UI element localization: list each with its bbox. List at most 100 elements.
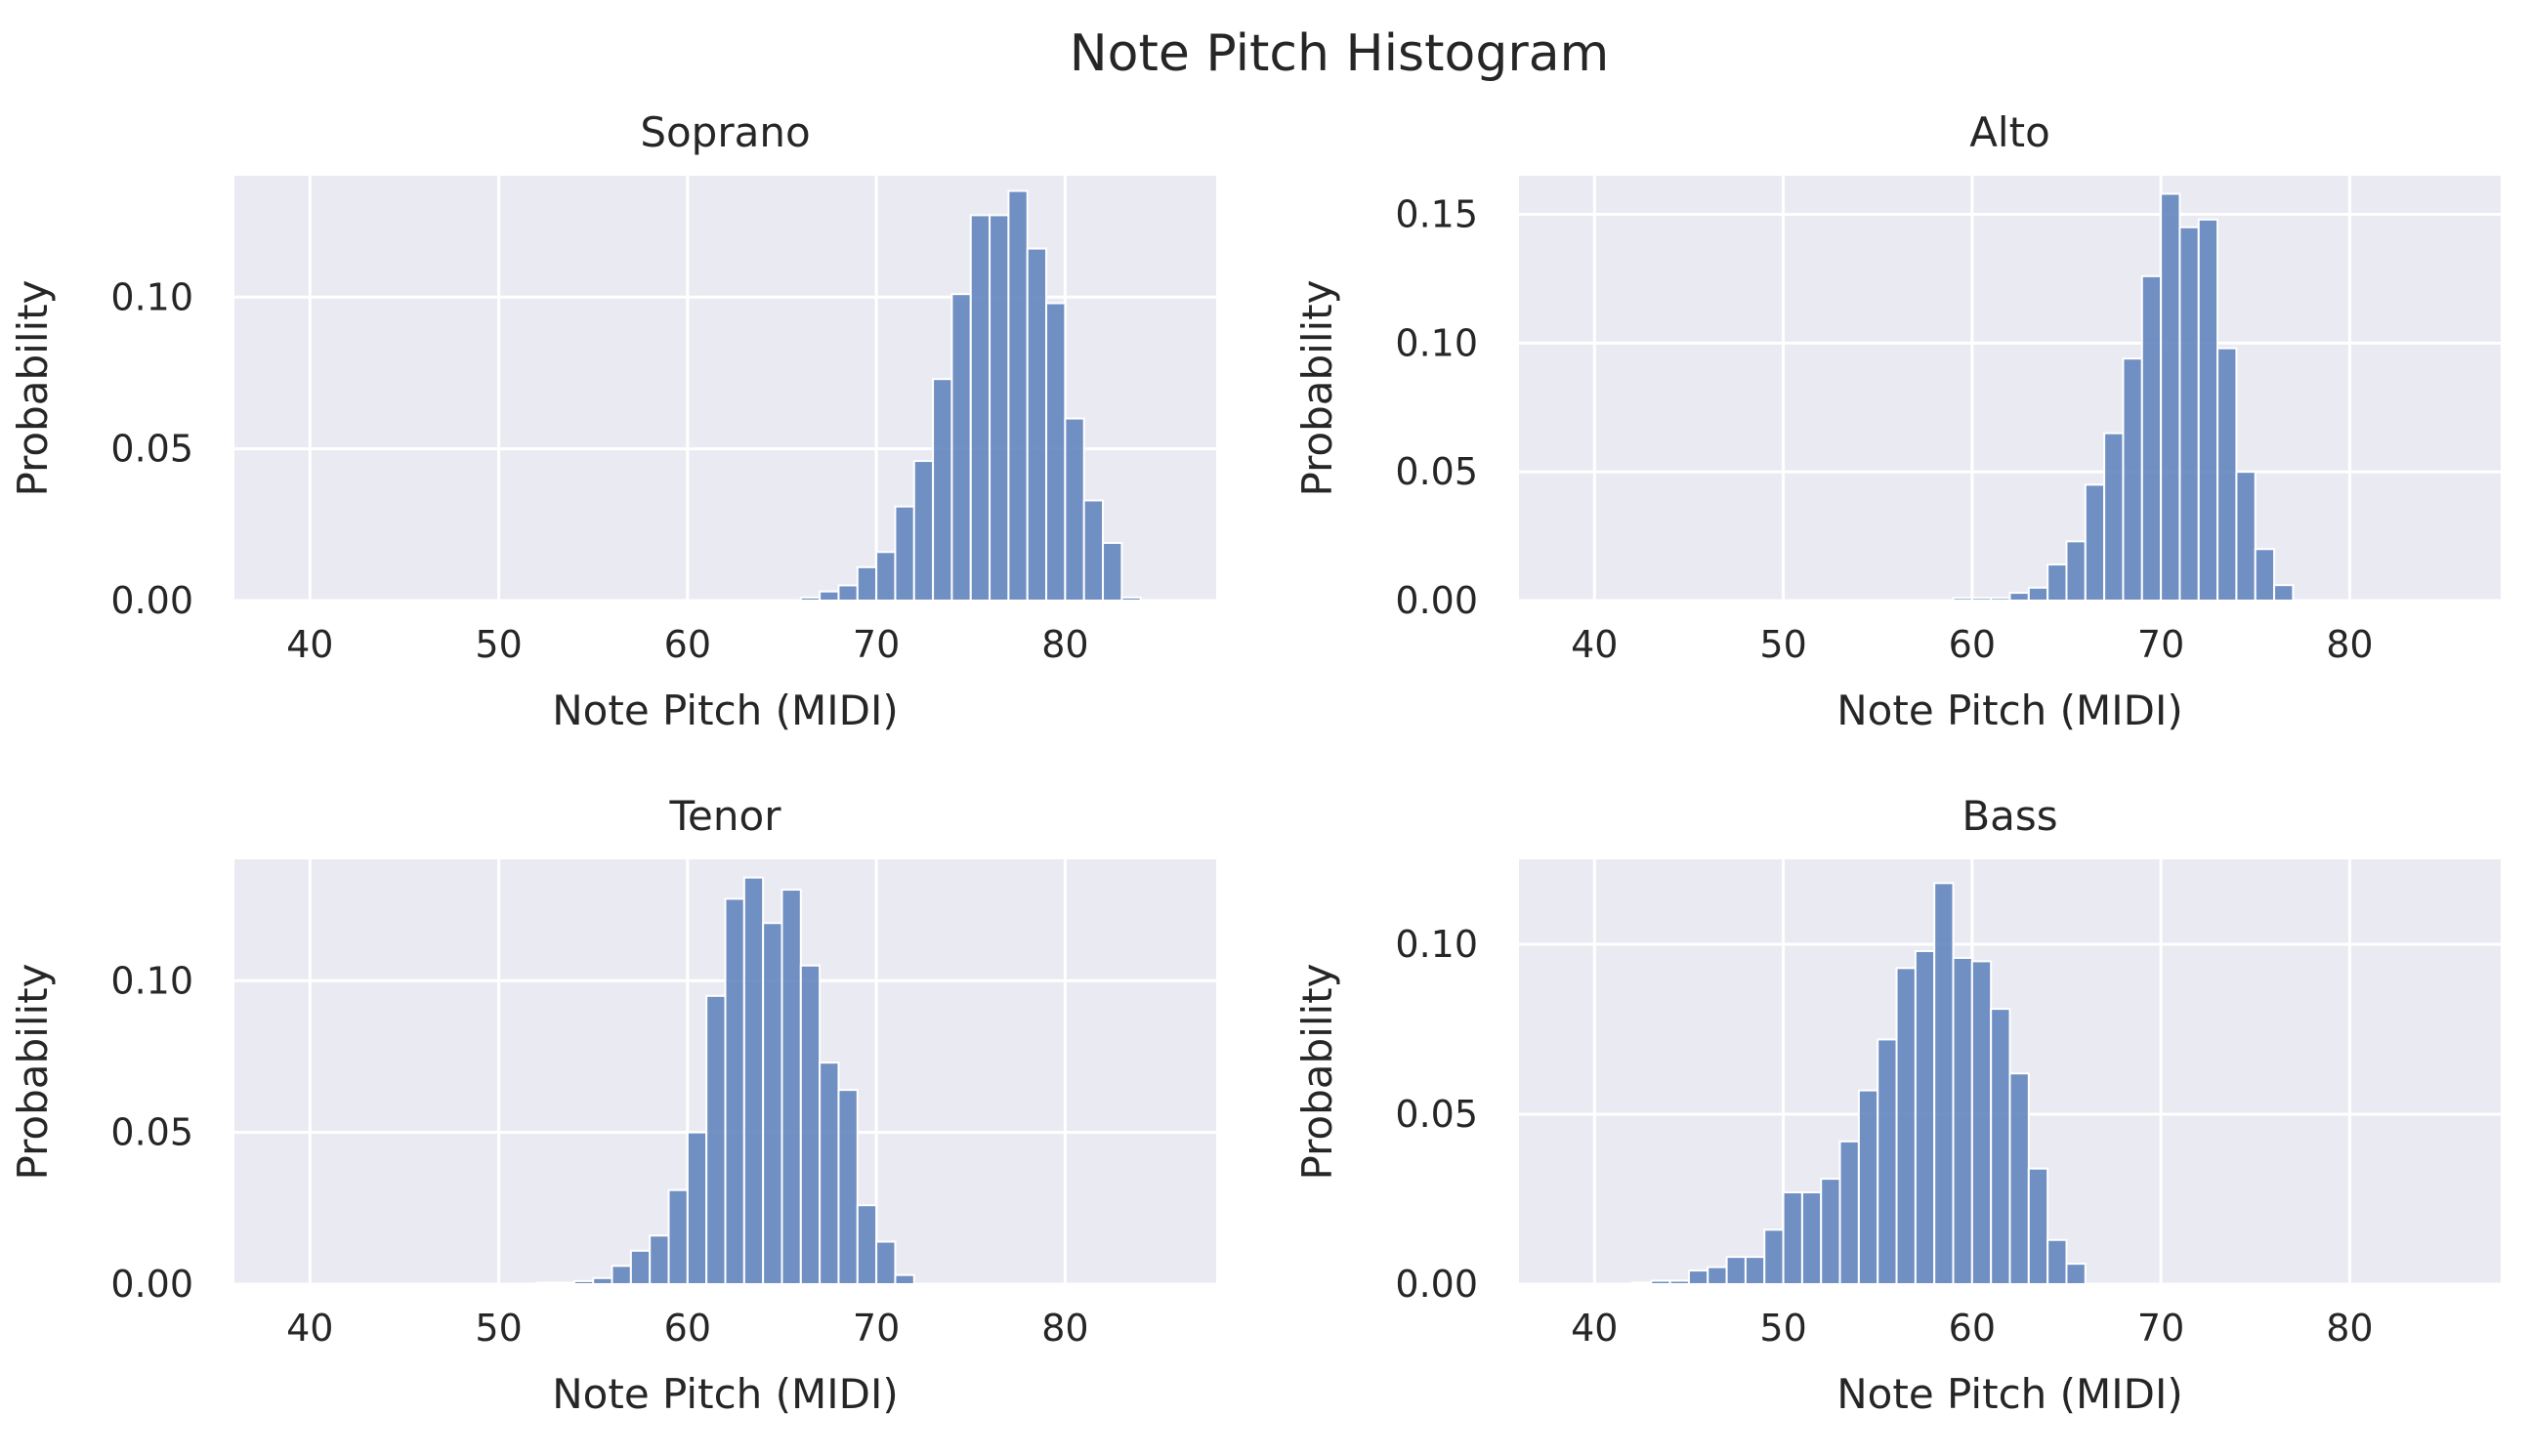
histogram-bar [1725,1256,1747,1286]
histogram-bar [950,293,972,602]
subplot-title: Soprano [640,108,810,156]
histogram-bar [1120,596,1142,603]
x-tick-label: 70 [2137,1307,2184,1350]
x-tick-label: 80 [2326,623,2373,666]
x-tick-label: 60 [1949,623,1996,666]
histogram-bar [2084,483,2106,603]
histogram-bar [686,1131,708,1285]
y-axis-label: Probability [1293,279,1341,496]
histogram-bar [1707,1266,1728,1285]
histogram-bar [1895,967,1917,1285]
histogram-bar [2140,274,2163,602]
x-tick-label: 60 [1949,1307,1996,1350]
histogram-bar [2103,432,2125,602]
histogram-bar [799,964,822,1285]
x-axis-label: Note Pitch (MIDI) [1836,1370,2183,1418]
x-axis-label: Note Pitch (MIDI) [552,1370,899,1418]
histogram-bar [1668,1279,1690,1286]
histogram-bar [856,1204,878,1285]
histogram-bar [1990,1008,2011,1285]
histogram-bar [2008,1072,2030,1285]
histogram-bar [2065,540,2087,603]
y-tick-label: 0.05 [110,1111,193,1154]
histogram-bar [1970,960,1993,1286]
y-axis-label: Probability [9,279,57,496]
histogram-bar [2160,192,2181,602]
histogram-bar [1650,1279,1671,1286]
histogram-bar [1820,1178,1841,1285]
x-tick-label: 40 [1571,1307,1618,1350]
histogram-bar [1782,1191,1803,1286]
histogram-bar [1914,949,1936,1286]
histogram-bar [1838,1140,1860,1285]
y-tick-label: 0.05 [1395,450,1478,493]
histogram-bar [1990,597,2011,603]
x-tick-label: 50 [475,1307,522,1350]
histogram-bar [1630,1281,1653,1286]
histogram-bar [611,1265,632,1286]
histogram-bar [1064,417,1085,603]
x-tick-label: 60 [664,623,711,666]
histogram-bar [2122,357,2143,602]
histogram-bar [894,1273,915,1286]
y-tick-label: 0.00 [110,1263,193,1306]
histogram-bar [875,551,897,602]
y-tick-label: 0.05 [110,428,193,471]
x-tick-label: 50 [475,623,522,666]
y-tick-label: 0.00 [110,579,193,622]
histogram-bar [2216,347,2238,602]
histogram-bar [1877,1038,1898,1285]
subplot-soprano: 40 50 60 70 80 0.00 0.05 0.10 Soprano Note Pitch … [9,108,1216,734]
histogram-bar [649,1234,670,1286]
histogram-bar [2065,1263,2087,1285]
x-tick-label: 40 [286,1307,333,1350]
histogram-bar [875,1240,897,1285]
plot-area [1519,176,2501,601]
histogram-bar [2178,226,2200,603]
histogram-bar [1102,541,1123,603]
histogram-bar [2027,586,2049,602]
histogram-bar [1026,247,1048,602]
histogram-bar [1952,956,1973,1285]
histogram-bar [912,460,935,603]
histogram-bar [742,876,765,1286]
histogram-bar [535,1281,557,1285]
x-axis-label: Note Pitch (MIDI) [552,686,899,734]
figure-title: Note Pitch Histogram [1070,24,1610,83]
histogram-bar [819,1061,840,1286]
histogram-bar [2254,548,2276,602]
histogram-bar [2235,471,2257,602]
histogram-bar [572,1279,595,1285]
histogram-bar [799,596,822,603]
subplot-grid: 40 50 60 70 80 0.00 0.05 0.10 Soprano Note Pitch … [9,108,2501,1418]
y-tick-label: 0.00 [1395,579,1478,622]
y-tick-label: 0.05 [1395,1093,1478,1136]
histogram-bar [856,565,878,602]
histogram-bar [554,1281,575,1285]
x-tick-label: 40 [286,623,333,666]
histogram-bar [1082,499,1105,603]
histogram-bar [1952,597,1973,603]
x-tick-label: 80 [1041,623,1088,666]
x-tick-label: 80 [2326,1307,2373,1350]
x-tick-label: 80 [1041,1307,1088,1350]
subplot-title: Alto [1969,108,2050,156]
histogram-bar [969,214,991,602]
histogram-bar [780,889,802,1285]
x-tick-label: 50 [1759,623,1806,666]
histogram-bar [1933,882,1955,1285]
histogram-bar [1800,1191,1823,1286]
y-axis-label: Probability [9,963,57,1180]
x-tick-label: 60 [664,1307,711,1350]
x-tick-label: 40 [1571,623,1618,666]
subplot-bass: 40 50 60 70 80 0.00 0.05 0.10 Bass Note Pitch (MI… [1293,792,2501,1418]
y-tick-label: 0.10 [110,959,193,1002]
histogram-bar [1970,597,1993,603]
histogram-bar [705,994,727,1285]
histogram-bar [2027,1167,2049,1286]
x-tick-label: 70 [2137,623,2184,666]
histogram-bar [2046,563,2068,602]
subplot-title: Tenor [669,792,782,840]
x-axis-label: Note Pitch (MIDI) [1836,686,2183,734]
